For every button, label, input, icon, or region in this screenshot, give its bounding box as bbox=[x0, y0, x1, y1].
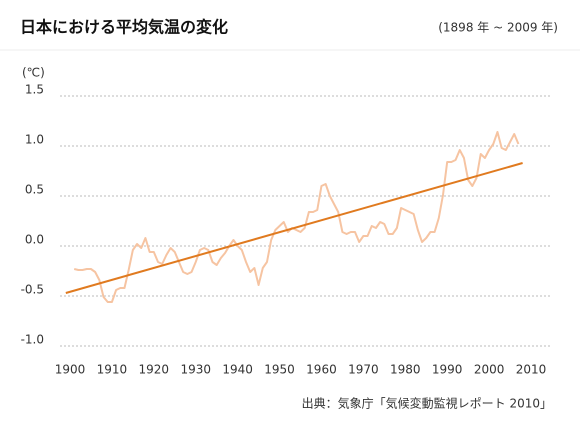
x-tick-label: 1920 bbox=[139, 363, 170, 377]
x-tick-label: 1960 bbox=[306, 363, 337, 377]
x-tick-label: 1990 bbox=[432, 363, 463, 377]
y-tick-label: 0.0 bbox=[25, 233, 44, 247]
x-tick-label: 2000 bbox=[474, 363, 505, 377]
x-tick-label: 2010 bbox=[516, 363, 547, 377]
y-tick-label: -0.5 bbox=[21, 283, 44, 297]
x-tick-label: 1950 bbox=[264, 363, 295, 377]
y-tick-label: 0.5 bbox=[25, 183, 44, 197]
x-tick-label: 1940 bbox=[222, 363, 253, 377]
x-tick-label: 1900 bbox=[55, 363, 86, 377]
trend-line bbox=[65, 162, 523, 294]
x-tick-label: 1930 bbox=[180, 363, 211, 377]
x-tick-label: 1970 bbox=[348, 363, 379, 377]
y-tick-label: 1.5 bbox=[25, 83, 44, 97]
y-axis-label: (℃) bbox=[22, 66, 45, 80]
y-tick-label: 1.0 bbox=[25, 133, 44, 147]
y-tick-label: -1.0 bbox=[21, 333, 44, 347]
chart-title: 日本における平均気温の変化 bbox=[20, 18, 228, 37]
temperature-line bbox=[73, 131, 520, 303]
x-tick-label: 1980 bbox=[390, 363, 421, 377]
source-note: 出典：気象庁「気候変動監視レポート 2010」 bbox=[302, 396, 552, 411]
chart-subtitle: (1898 年 ~ 2009 年) bbox=[438, 21, 558, 35]
x-tick-label: 1910 bbox=[97, 363, 128, 377]
